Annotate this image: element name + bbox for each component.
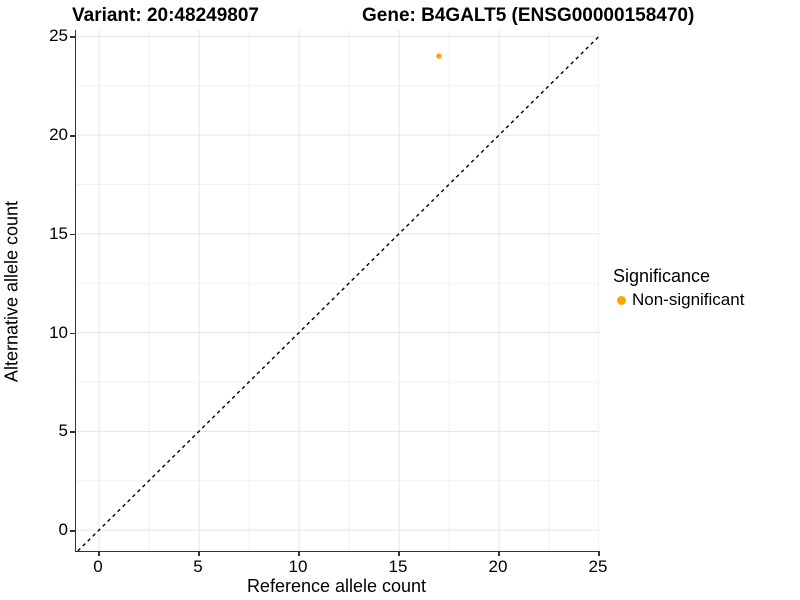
y-tick-label: 20 (49, 125, 68, 145)
legend: Significance Non-significant (613, 266, 744, 310)
legend-title: Significance (613, 266, 711, 286)
x-tick-label: 0 (93, 557, 103, 576)
y-tick-mark (70, 530, 75, 532)
y-tick-label: 0 (58, 520, 68, 540)
x-tick-mark (598, 551, 600, 556)
y-tick-label: 10 (49, 322, 68, 342)
x-tick-mark (198, 551, 200, 556)
x-tick-label: 10 (288, 557, 308, 576)
y-tick-label: 5 (58, 421, 68, 441)
y-tick-label: 15 (49, 223, 68, 243)
legend-point-icon (617, 295, 626, 305)
x-axis-title: Reference allele count (246, 576, 427, 596)
y-axis-title: Alternative allele count (1, 200, 22, 383)
y-tick-mark (70, 36, 75, 38)
x-tick-mark (498, 551, 500, 556)
x-tick-label: 5 (193, 557, 203, 576)
data-point (436, 53, 442, 59)
y-tick-mark (70, 135, 75, 137)
legend-item-label: Non-significant (632, 290, 745, 309)
gene-title: Gene: B4GALT5 (ENSG00000158470) (362, 5, 695, 26)
x-tick-mark (98, 551, 100, 556)
x-tick-label: 25 (588, 557, 608, 576)
x-tick-label: 15 (388, 557, 408, 576)
x-tick-mark (398, 551, 400, 556)
legend-item: Non-significant (617, 290, 744, 310)
y-tick-mark (70, 431, 75, 433)
variant-title: Variant: 20:48249807 (72, 5, 259, 26)
identity-dashed-line (77, 35, 599, 551)
y-tick-mark (70, 332, 75, 335)
plot-panel (75, 30, 599, 552)
x-tick-mark (298, 551, 300, 556)
y-tick-mark (70, 233, 75, 236)
y-tick-label: 25 (49, 26, 68, 46)
x-tick-label: 20 (488, 557, 508, 576)
plot-canvas (76, 30, 599, 551)
